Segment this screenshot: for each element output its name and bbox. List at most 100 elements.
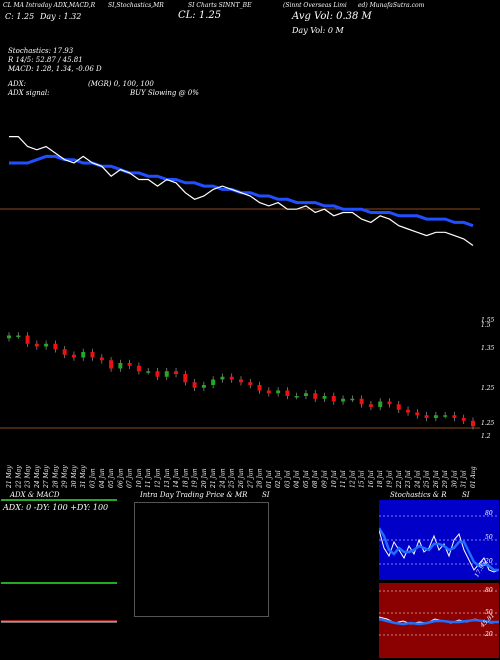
- candle-body: [211, 379, 216, 385]
- price-axis-label: 1.25: [481, 420, 495, 427]
- candle-body: [99, 357, 104, 361]
- candle-body: [90, 352, 95, 358]
- date-axis-label: 13 Jun: [164, 468, 171, 488]
- date-axis-label: 28 Jun: [257, 468, 264, 489]
- candle-body: [303, 393, 308, 396]
- rsi-readout: R 14/5: 52.87 / 45.81: [8, 56, 83, 64]
- date-axis-label: 31 May: [80, 465, 87, 488]
- stochastics-panel: 80 50 20 17.93: [379, 500, 499, 580]
- close-price: C: 1.25: [5, 12, 35, 21]
- date-axis-label: 05 Jun: [108, 468, 115, 488]
- mgr-readout: (MGR) 0, 100, 100: [88, 80, 154, 88]
- date-axis-label: 11 Jun: [145, 468, 152, 488]
- date-axis-label: 19 Jun: [192, 468, 199, 488]
- candle-body: [266, 390, 271, 394]
- date-axis-label: 02 Jul: [275, 470, 282, 488]
- candle-body: [44, 343, 49, 347]
- date-axis-label: 26 Jul: [433, 470, 440, 489]
- date-axis-label: 31 Jul: [461, 470, 468, 488]
- header-title-left: CL MA Intraday ADX,MACD,R: [3, 2, 96, 9]
- stochastics-lines: [379, 515, 499, 573]
- candle-body: [239, 379, 243, 383]
- candle-body: [7, 335, 11, 339]
- date-axis-label: 22 May: [15, 465, 22, 489]
- date-axis-label: 10 Jul: [331, 470, 338, 488]
- stoch-fast-line: [379, 529, 499, 573]
- moving-average-line: [9, 154, 474, 228]
- stoch-axis-80: 80: [485, 510, 493, 517]
- date-axis-label: 21 Jun: [210, 468, 217, 489]
- candle-body: [452, 415, 457, 418]
- date-axis-label: 30 May: [71, 465, 78, 488]
- header-title-far: ed) MunafaSutra.com: [358, 2, 425, 9]
- date-axis-label: 12 Jul: [349, 470, 356, 488]
- stoch-axis-50: 50: [485, 534, 493, 541]
- candle-body: [229, 376, 234, 380]
- price-axis-label: 1.55: [481, 317, 495, 324]
- intraday-panel-title: Intra Day Trading Price & MR: [140, 491, 248, 499]
- candle-body: [285, 390, 290, 396]
- date-axis-label: 24 May: [34, 465, 41, 489]
- si-panel: 80 50 20 45.81: [379, 583, 499, 658]
- candle-body: [471, 420, 475, 427]
- candle-body: [433, 415, 438, 418]
- candle-body: [396, 404, 401, 410]
- header-title-right: (Sinnt Overseas Limi: [283, 2, 347, 9]
- date-axis-label: 25 Jun: [229, 468, 236, 489]
- adx-panel-lines: [1, 499, 117, 623]
- date-axis-label: 18 Jul: [377, 470, 384, 488]
- candle-body: [127, 363, 132, 366]
- date-axis-label: 29 Jul: [442, 470, 449, 489]
- candle-body: [406, 409, 411, 413]
- date-axis-label: 19 Jul: [386, 470, 393, 488]
- candle-body: [118, 363, 123, 369]
- candle-body: [71, 354, 76, 358]
- candle-body: [257, 385, 262, 391]
- si-axis-80: 80: [485, 587, 493, 594]
- date-axis-label: 05 Jul: [303, 470, 310, 488]
- date-axis-label: 22 Jul: [396, 470, 403, 489]
- si-slow-line: [379, 617, 499, 626]
- date-axis-label: 21 May: [6, 465, 13, 489]
- stochastics-readout: Stochastics: 17.93: [8, 47, 74, 55]
- line-chart-layer: [9, 136, 474, 246]
- date-axis-label: 12 Jun: [154, 468, 161, 488]
- date-axis-label: 20 Jun: [201, 468, 208, 489]
- candle-body: [415, 412, 420, 416]
- candle-body: [443, 415, 448, 417]
- stoch-axis-20: 20: [485, 558, 493, 565]
- date-axis-label: 23 May: [25, 465, 32, 489]
- candle-body: [387, 401, 392, 405]
- header-title-mid: SI,Stochastics,MR: [108, 2, 164, 9]
- candle-body: [276, 390, 281, 394]
- candle-body: [62, 349, 67, 355]
- stochastics-panel-title: Stochastics & R: [390, 491, 447, 499]
- date-axis-label: 29 May: [62, 465, 69, 489]
- date-axis-label: 14 Jun: [173, 468, 180, 488]
- price-axis-label: 1.35: [481, 345, 495, 352]
- si-axis-50: 50: [485, 609, 493, 616]
- candle-body: [350, 398, 355, 401]
- adx-values: ADX: 0 -DY: 100 +DY: 100: [3, 503, 109, 512]
- date-axis-label: 11 Jul: [340, 470, 347, 488]
- candle-body: [368, 404, 373, 407]
- adx-panel-title: ADX & MACD: [10, 491, 60, 499]
- date-axis-label: 30 Jul: [451, 470, 458, 488]
- candle-body: [183, 374, 188, 383]
- candle-body: [359, 398, 364, 405]
- date-axis-label: 09 Jul: [322, 470, 329, 488]
- price-axis-label: 1.2: [481, 433, 491, 440]
- date-axis-label: 04 Jul: [294, 470, 301, 488]
- intraday-panel-si: SI: [262, 491, 270, 499]
- stochastics-panel-si: SI: [462, 491, 470, 499]
- day-price: Day : 1.32: [40, 12, 82, 21]
- candle-body: [341, 398, 346, 402]
- date-axis-label: 16 Jul: [368, 470, 375, 488]
- intraday-panel: [134, 502, 269, 617]
- header-title-mid2: SI Charts SINNT_BE: [188, 2, 252, 9]
- date-axis-label: 07 Jun: [127, 468, 134, 488]
- candle-body: [109, 360, 114, 369]
- day-volume: Day Vol: 0 M: [292, 26, 344, 35]
- date-axis-layer: 21 May 22 May 23 May 24 May 27 May 28 May 29 M…: [6, 465, 477, 489]
- candle-body: [201, 385, 206, 388]
